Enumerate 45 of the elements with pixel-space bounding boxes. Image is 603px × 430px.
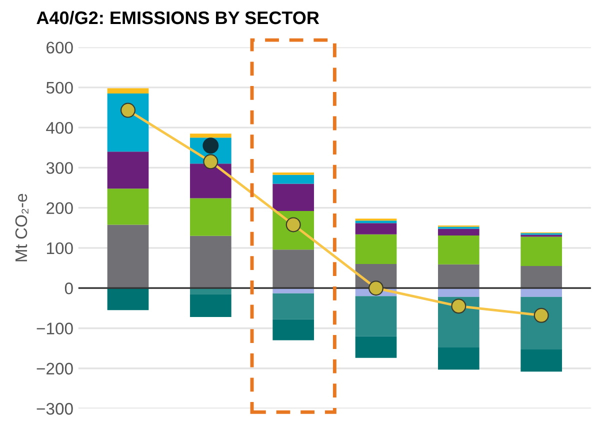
bar (107, 152, 149, 189)
bar (107, 88, 149, 94)
y-tick-label: 100 (46, 242, 73, 254)
y-tick-label: −100 (36, 322, 73, 334)
bar (272, 250, 314, 288)
chart-title: A40/G2: EMISSIONS BY SECTOR (36, 10, 320, 24)
bar (355, 220, 397, 224)
bar (355, 296, 397, 336)
bar (107, 188, 149, 225)
bar (438, 264, 480, 288)
point (451, 298, 466, 314)
y-tick-label: 300 (46, 162, 73, 174)
bar (107, 93, 149, 152)
bar (190, 294, 232, 317)
bar (355, 234, 397, 264)
y-tick-label: 500 (46, 82, 73, 94)
point (368, 280, 384, 296)
y-tick-label: 600 (46, 42, 73, 54)
y-tick-label: 400 (46, 122, 73, 134)
bar (107, 288, 149, 310)
y-axis-title: Mt CO₂-e (15, 194, 28, 262)
bar (272, 293, 314, 320)
bar (190, 134, 232, 138)
bar (520, 266, 562, 288)
bar (438, 347, 480, 370)
y-tick-label: −300 (36, 402, 73, 415)
bar (438, 236, 480, 264)
bar (272, 184, 314, 212)
bar (190, 236, 232, 288)
bar (190, 164, 232, 198)
bar (355, 223, 397, 234)
bar (520, 236, 562, 266)
bar (438, 228, 480, 236)
y-tick-label: 0 (64, 282, 73, 294)
point (120, 102, 136, 118)
bar (520, 296, 562, 350)
bar (355, 336, 397, 358)
point (203, 154, 218, 170)
y-tick-label: 200 (46, 202, 73, 214)
bar (272, 319, 314, 340)
bar (107, 224, 149, 288)
bar (272, 174, 314, 184)
y-tick-label: −200 (36, 362, 73, 375)
bar (190, 198, 232, 236)
bar (520, 350, 562, 372)
